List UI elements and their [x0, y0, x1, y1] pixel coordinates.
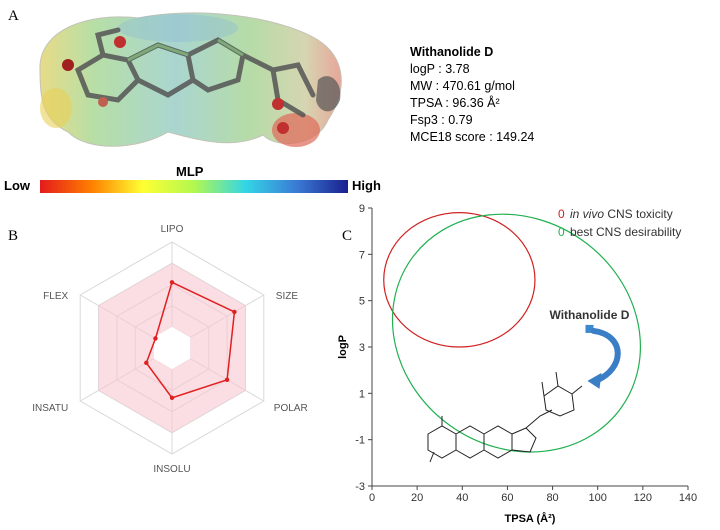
property-tpsa: TPSA : 96.36 Å² — [410, 96, 500, 110]
y-tick-label: 7 — [359, 249, 365, 261]
radar-point-insolu — [169, 395, 175, 401]
desirability-ellipse — [391, 213, 642, 453]
legend-marker-1: 0 — [558, 225, 565, 239]
molecule-surface-image — [39, 12, 342, 147]
legend-label-0: in vivo CNS toxicity — [570, 207, 673, 221]
radar-point-insatu — [144, 360, 149, 366]
x-tick-label: 40 — [456, 492, 468, 504]
property-fsp3: Fsp3 : 0.79 — [410, 113, 473, 127]
radar-point-flex — [153, 336, 158, 341]
mlp-scale-high-label: High — [352, 178, 381, 193]
legend-marker-0: 0 — [558, 207, 565, 221]
radar-axis-label-insatu: INSATU — [32, 403, 68, 414]
x-axis-title: TPSA (Å²) — [505, 512, 556, 525]
boiled-egg-chart: 0 20 40 60 80 100 120 140 -3 -1 1 3 5 7 9 TPSA (Å²) logP… — [337, 203, 697, 525]
y-axis-title: logP — [337, 335, 349, 359]
radar-axis-label-insolu: INSOLU — [153, 464, 190, 475]
compound-name: Withanolide D — [410, 45, 494, 59]
radar-point-lipo — [169, 280, 175, 285]
y-tick-label: 3 — [359, 342, 365, 354]
compound-properties: Withanolide D logP : 3.78 MW : 470.61 g/… — [410, 44, 534, 146]
x-tick-label: 0 — [369, 492, 375, 504]
mlp-scale-title: MLP — [176, 164, 204, 179]
property-logp: logP : 3.78 — [410, 62, 470, 76]
panel-label-c: C — [342, 228, 353, 244]
y-tick-label: 5 — [359, 296, 365, 308]
y-tick-label: -3 — [355, 481, 365, 493]
radar-axis-label-flex: FLEX — [43, 291, 68, 302]
radar-chart: LIPO SIZE POLAR INSOLU INSATU FLEX — [32, 224, 308, 475]
x-tick-label: 60 — [501, 492, 513, 504]
panel-label-a: A — [8, 8, 19, 24]
x-tick-label: 80 — [546, 492, 558, 504]
withanolide-point-label: Withanolide D — [549, 308, 629, 322]
withanolide-point — [585, 324, 594, 333]
mlp-color-scale-bar — [40, 180, 348, 193]
radar-axis-label-size: SIZE — [276, 291, 299, 302]
curved-arrow-head — [587, 372, 602, 389]
x-tick-label: 120 — [634, 492, 652, 504]
radar-optimal-inner — [153, 326, 191, 370]
panel-label-b: B — [8, 228, 19, 244]
y-tick-label: -1 — [355, 435, 365, 447]
property-mce18: MCE18 score : 149.24 — [410, 130, 535, 144]
y-tick-label: 9 — [359, 203, 365, 215]
radar-axis-label-lipo: LIPO — [161, 224, 184, 235]
x-tick-label: 100 — [589, 492, 607, 504]
legend-label-1: best CNS desirability — [570, 225, 681, 239]
x-tick-label: 20 — [411, 492, 423, 504]
property-mw: MW : 470.61 g/mol — [410, 79, 515, 93]
radar-axis-label-polar: POLAR — [274, 403, 308, 414]
withanolide-structure-drawing — [427, 371, 583, 463]
y-tick-label: 1 — [359, 388, 365, 400]
curved-arrow — [590, 327, 621, 384]
toxicity-ellipse — [383, 212, 536, 348]
radar-point-polar — [224, 377, 230, 382]
mlp-scale-low-label: Low — [4, 178, 30, 193]
radar-point-size — [232, 309, 237, 315]
x-tick-label: 140 — [679, 492, 697, 504]
